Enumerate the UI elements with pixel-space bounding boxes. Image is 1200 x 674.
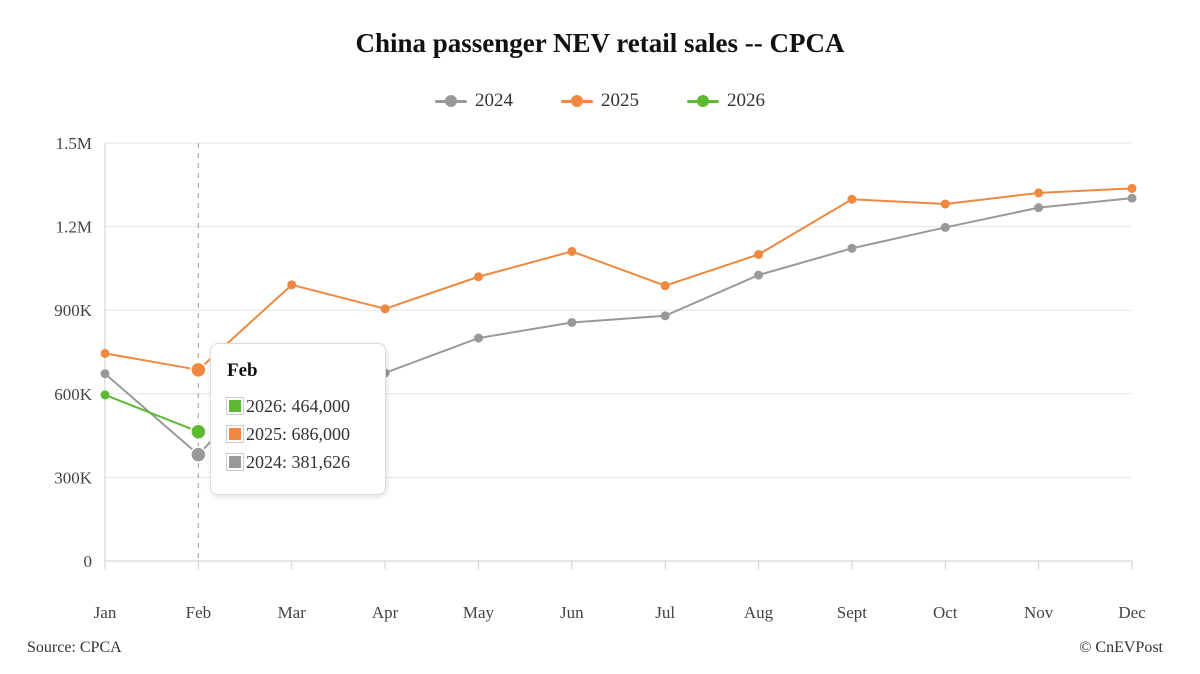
data-point-2025: [287, 280, 297, 290]
tooltip-swatch-2025: [226, 425, 244, 443]
y-tick-label: 600K: [54, 385, 93, 404]
data-point-2026: [190, 423, 207, 440]
chart-title: China passenger NEV retail sales -- CPCA: [355, 28, 845, 58]
tooltip-label-2025: 2025: 686,000: [246, 423, 351, 444]
y-tick-label: 1.5M: [56, 134, 92, 153]
tooltip-row-2024: 2024: 381,626: [226, 448, 385, 476]
legend-swatch-2026: [687, 95, 719, 107]
data-point-2024: [1034, 203, 1044, 213]
legend-item-2024[interactable]: 2024: [435, 90, 513, 112]
data-point-2025: [380, 304, 390, 314]
data-tooltip: Feb 2026: 464,000 2025: 686,000 2024: 38…: [210, 343, 386, 495]
x-tick-label: Jun: [560, 603, 584, 622]
data-point-2025: [473, 272, 483, 282]
x-tick-label: Jan: [94, 603, 117, 622]
data-point-2025: [1127, 183, 1137, 193]
legend-label-2024: 2024: [475, 90, 513, 111]
tooltip-row-2025: 2025: 686,000: [226, 420, 385, 448]
tooltip-label-2026: 2026: 464,000: [246, 395, 351, 416]
series-line-2025: [104, 187, 1133, 371]
y-tick-label: 900K: [54, 301, 93, 320]
data-point-2024: [190, 446, 207, 463]
data-point-2024: [847, 243, 857, 253]
data-point-2024: [473, 333, 483, 343]
data-point-2024: [567, 317, 577, 327]
y-tick-label: 0: [84, 552, 93, 571]
legend-label-2026: 2026: [727, 90, 765, 111]
data-point-2024: [660, 311, 670, 321]
data-point-2025: [1034, 188, 1044, 198]
legend-item-2026[interactable]: 2026: [687, 90, 765, 112]
legend-swatch-2025: [561, 95, 593, 107]
data-point-2025: [567, 246, 577, 256]
series-line-2026: [104, 393, 199, 433]
x-tick-label: Nov: [1024, 603, 1054, 622]
x-tick-label: May: [463, 603, 495, 622]
x-tick-label: Mar: [278, 603, 307, 622]
credit-note: © CnEVPost: [1079, 639, 1163, 656]
x-tick-label: Aug: [744, 603, 774, 622]
tooltip-swatch-2024: [226, 453, 244, 471]
y-tick-label: 1.2M: [56, 218, 92, 237]
data-point-2025: [940, 199, 950, 209]
tooltip-label-2024: 2024: 381,626: [246, 451, 351, 472]
data-point-2025: [660, 281, 670, 291]
legend: 2024 2025 2026: [0, 90, 1200, 112]
x-tick-label: Apr: [372, 603, 399, 622]
source-note: Source: CPCA: [27, 639, 122, 656]
data-point-2024: [1127, 193, 1137, 203]
legend-item-2025[interactable]: 2025: [561, 90, 639, 112]
tooltip-title: Feb: [227, 360, 258, 381]
x-tick-label: Oct: [933, 603, 958, 622]
data-point-2024: [940, 222, 950, 232]
x-tick-label: Feb: [186, 603, 212, 622]
x-tick-label: Dec: [1118, 603, 1146, 622]
tooltip-swatch-2026: [226, 397, 244, 415]
data-point-2025: [754, 249, 764, 259]
data-point-2026: [100, 390, 110, 400]
data-point-2025: [190, 361, 207, 379]
y-tick-label: 300K: [54, 468, 93, 487]
legend-label-2025: 2025: [601, 90, 639, 111]
x-tick-label: Jul: [655, 603, 675, 622]
data-point-2024: [754, 270, 764, 280]
legend-swatch-2024: [435, 95, 467, 107]
x-tick-label: Sept: [837, 603, 868, 622]
data-point-2024: [100, 369, 110, 379]
data-point-2025: [847, 194, 857, 204]
tooltip-row-2026: 2026: 464,000: [226, 392, 385, 420]
data-point-2025: [100, 348, 110, 358]
